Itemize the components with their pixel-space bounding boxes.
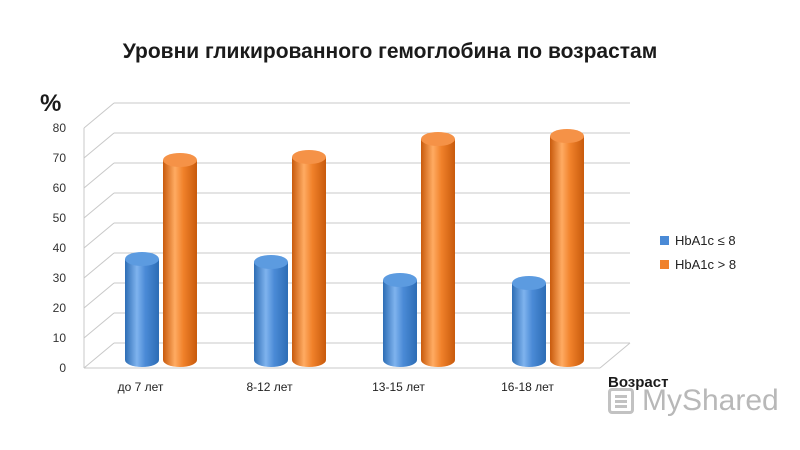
y-tick-label: 80 [53, 121, 67, 135]
gridline-side [83, 162, 115, 189]
y-tick-label: 10 [53, 331, 67, 345]
x-tick-label: 16-18 лет [501, 380, 554, 394]
chart-title: Уровни гликированного гемоглобина по воз… [122, 40, 658, 63]
legend-item-series-2: HbA1c > 8 [660, 252, 736, 276]
gridline-side [83, 252, 115, 279]
watermark: MyShared [608, 384, 779, 418]
bar-2-1 [163, 160, 197, 367]
y-tick-label: 0 [59, 361, 66, 375]
bar-top-1-3 [383, 273, 417, 287]
y-tick-label: 50 [53, 211, 67, 225]
legend-item-series-1: HbA1c ≤ 8 [660, 228, 736, 252]
bar-2-3 [421, 139, 455, 367]
bar-top-1-1 [125, 252, 159, 266]
bar-1-2 [254, 262, 288, 367]
bar-1-1 [125, 259, 159, 367]
legend: HbA1c ≤ 8 HbA1c > 8 [660, 228, 736, 276]
gridline-side [83, 342, 115, 369]
bar-1-4 [512, 283, 546, 367]
bar-top-2-2 [292, 150, 326, 164]
bar-2-4 [550, 136, 584, 367]
bar-2-2 [292, 157, 326, 367]
gridline-side [83, 192, 115, 219]
x-tick-label: до 7 лет [118, 380, 164, 394]
bar-top-1-4 [512, 276, 546, 290]
legend-label-2: HbA1c > 8 [675, 256, 737, 272]
gridline-side [83, 132, 115, 159]
gridline-side [83, 222, 115, 249]
bar-1-3 [383, 280, 417, 367]
bar-top-2-4 [550, 129, 584, 143]
gridline-side [83, 102, 115, 129]
floor-right-edge [599, 342, 631, 369]
bar-top-2-1 [163, 153, 197, 167]
gridline-side [83, 282, 115, 309]
legend-swatch-1 [660, 235, 669, 245]
gridline-side [83, 312, 115, 339]
y-tick-label: 20 [53, 301, 67, 315]
y-tick-label: 70 [53, 151, 67, 165]
y-tick-label: 60 [53, 181, 67, 195]
bar-top-2-3 [421, 132, 455, 146]
x-tick-label: 13-15 лет [372, 380, 425, 394]
y-tick-label: 30 [53, 271, 67, 285]
presentation-icon [608, 388, 634, 414]
y-axis-label: % [40, 90, 62, 117]
x-tick-label: 8-12 лет [246, 380, 293, 394]
legend-label-1: HbA1c ≤ 8 [675, 232, 736, 248]
y-tick-label: 40 [53, 241, 67, 255]
x-axis-label: Возраст [608, 374, 669, 391]
legend-swatch-2 [660, 259, 669, 269]
bar-top-1-2 [254, 255, 288, 269]
watermark-text: MyShared [642, 384, 779, 417]
